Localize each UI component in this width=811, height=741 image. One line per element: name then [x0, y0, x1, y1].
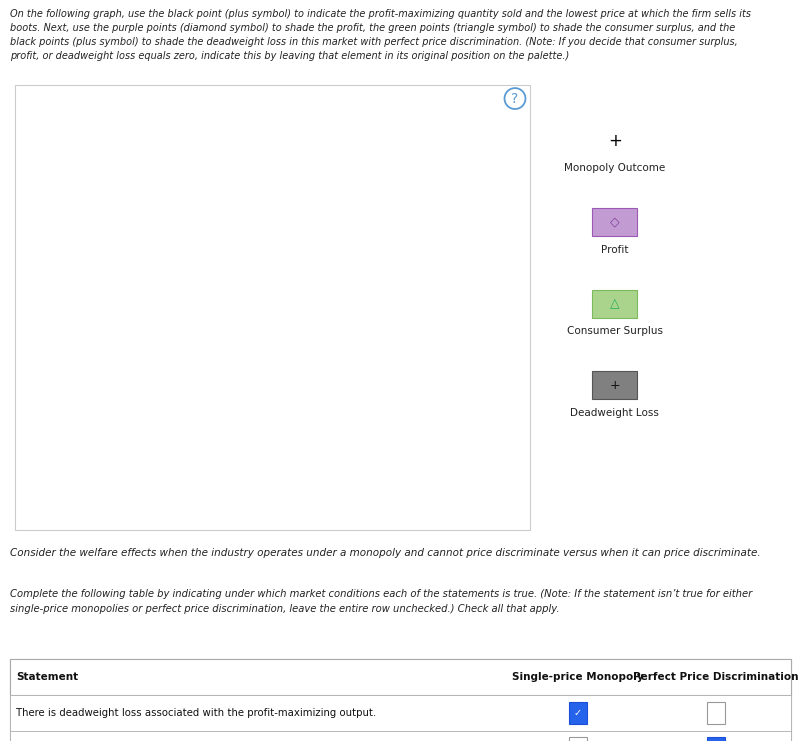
- Text: There is deadweight loss associated with the profit-maximizing output.: There is deadweight loss associated with…: [16, 708, 376, 718]
- Text: ?: ?: [512, 92, 518, 105]
- Text: Consumer Surplus: Consumer Surplus: [567, 326, 663, 336]
- Text: Monopoly Outcome: Monopoly Outcome: [564, 163, 665, 173]
- Text: Complete the following table by indicating under which market conditions each of: Complete the following table by indicati…: [10, 589, 752, 614]
- Text: ◇: ◇: [610, 216, 620, 229]
- Text: Consider the welfare effects when the industry operates under a monopoly and can: Consider the welfare effects when the in…: [10, 548, 761, 558]
- Text: Statement: Statement: [16, 672, 79, 682]
- Text: ✓: ✓: [573, 708, 582, 718]
- Text: MC = ATC: MC = ATC: [299, 317, 350, 327]
- Text: Perfect Price Discrimination: Perfect Price Discrimination: [633, 672, 799, 682]
- Text: Deadweight Loss: Deadweight Loss: [570, 408, 659, 417]
- Y-axis label: PRICE (Dollars per pair of Stompers): PRICE (Dollars per pair of Stompers): [26, 204, 36, 393]
- Text: △: △: [610, 297, 620, 310]
- Text: +: +: [607, 132, 622, 150]
- Text: Single-price Monopoly: Single-price Monopoly: [512, 672, 644, 682]
- X-axis label: QUANTITY (Pairs of Stompers): QUANTITY (Pairs of Stompers): [211, 501, 366, 511]
- Text: Demand: Demand: [386, 443, 431, 453]
- Text: On the following graph, use the black point (plus symbol) to indicate the profit: On the following graph, use the black po…: [10, 9, 751, 61]
- Text: +: +: [609, 379, 620, 392]
- Text: Profit: Profit: [601, 245, 629, 254]
